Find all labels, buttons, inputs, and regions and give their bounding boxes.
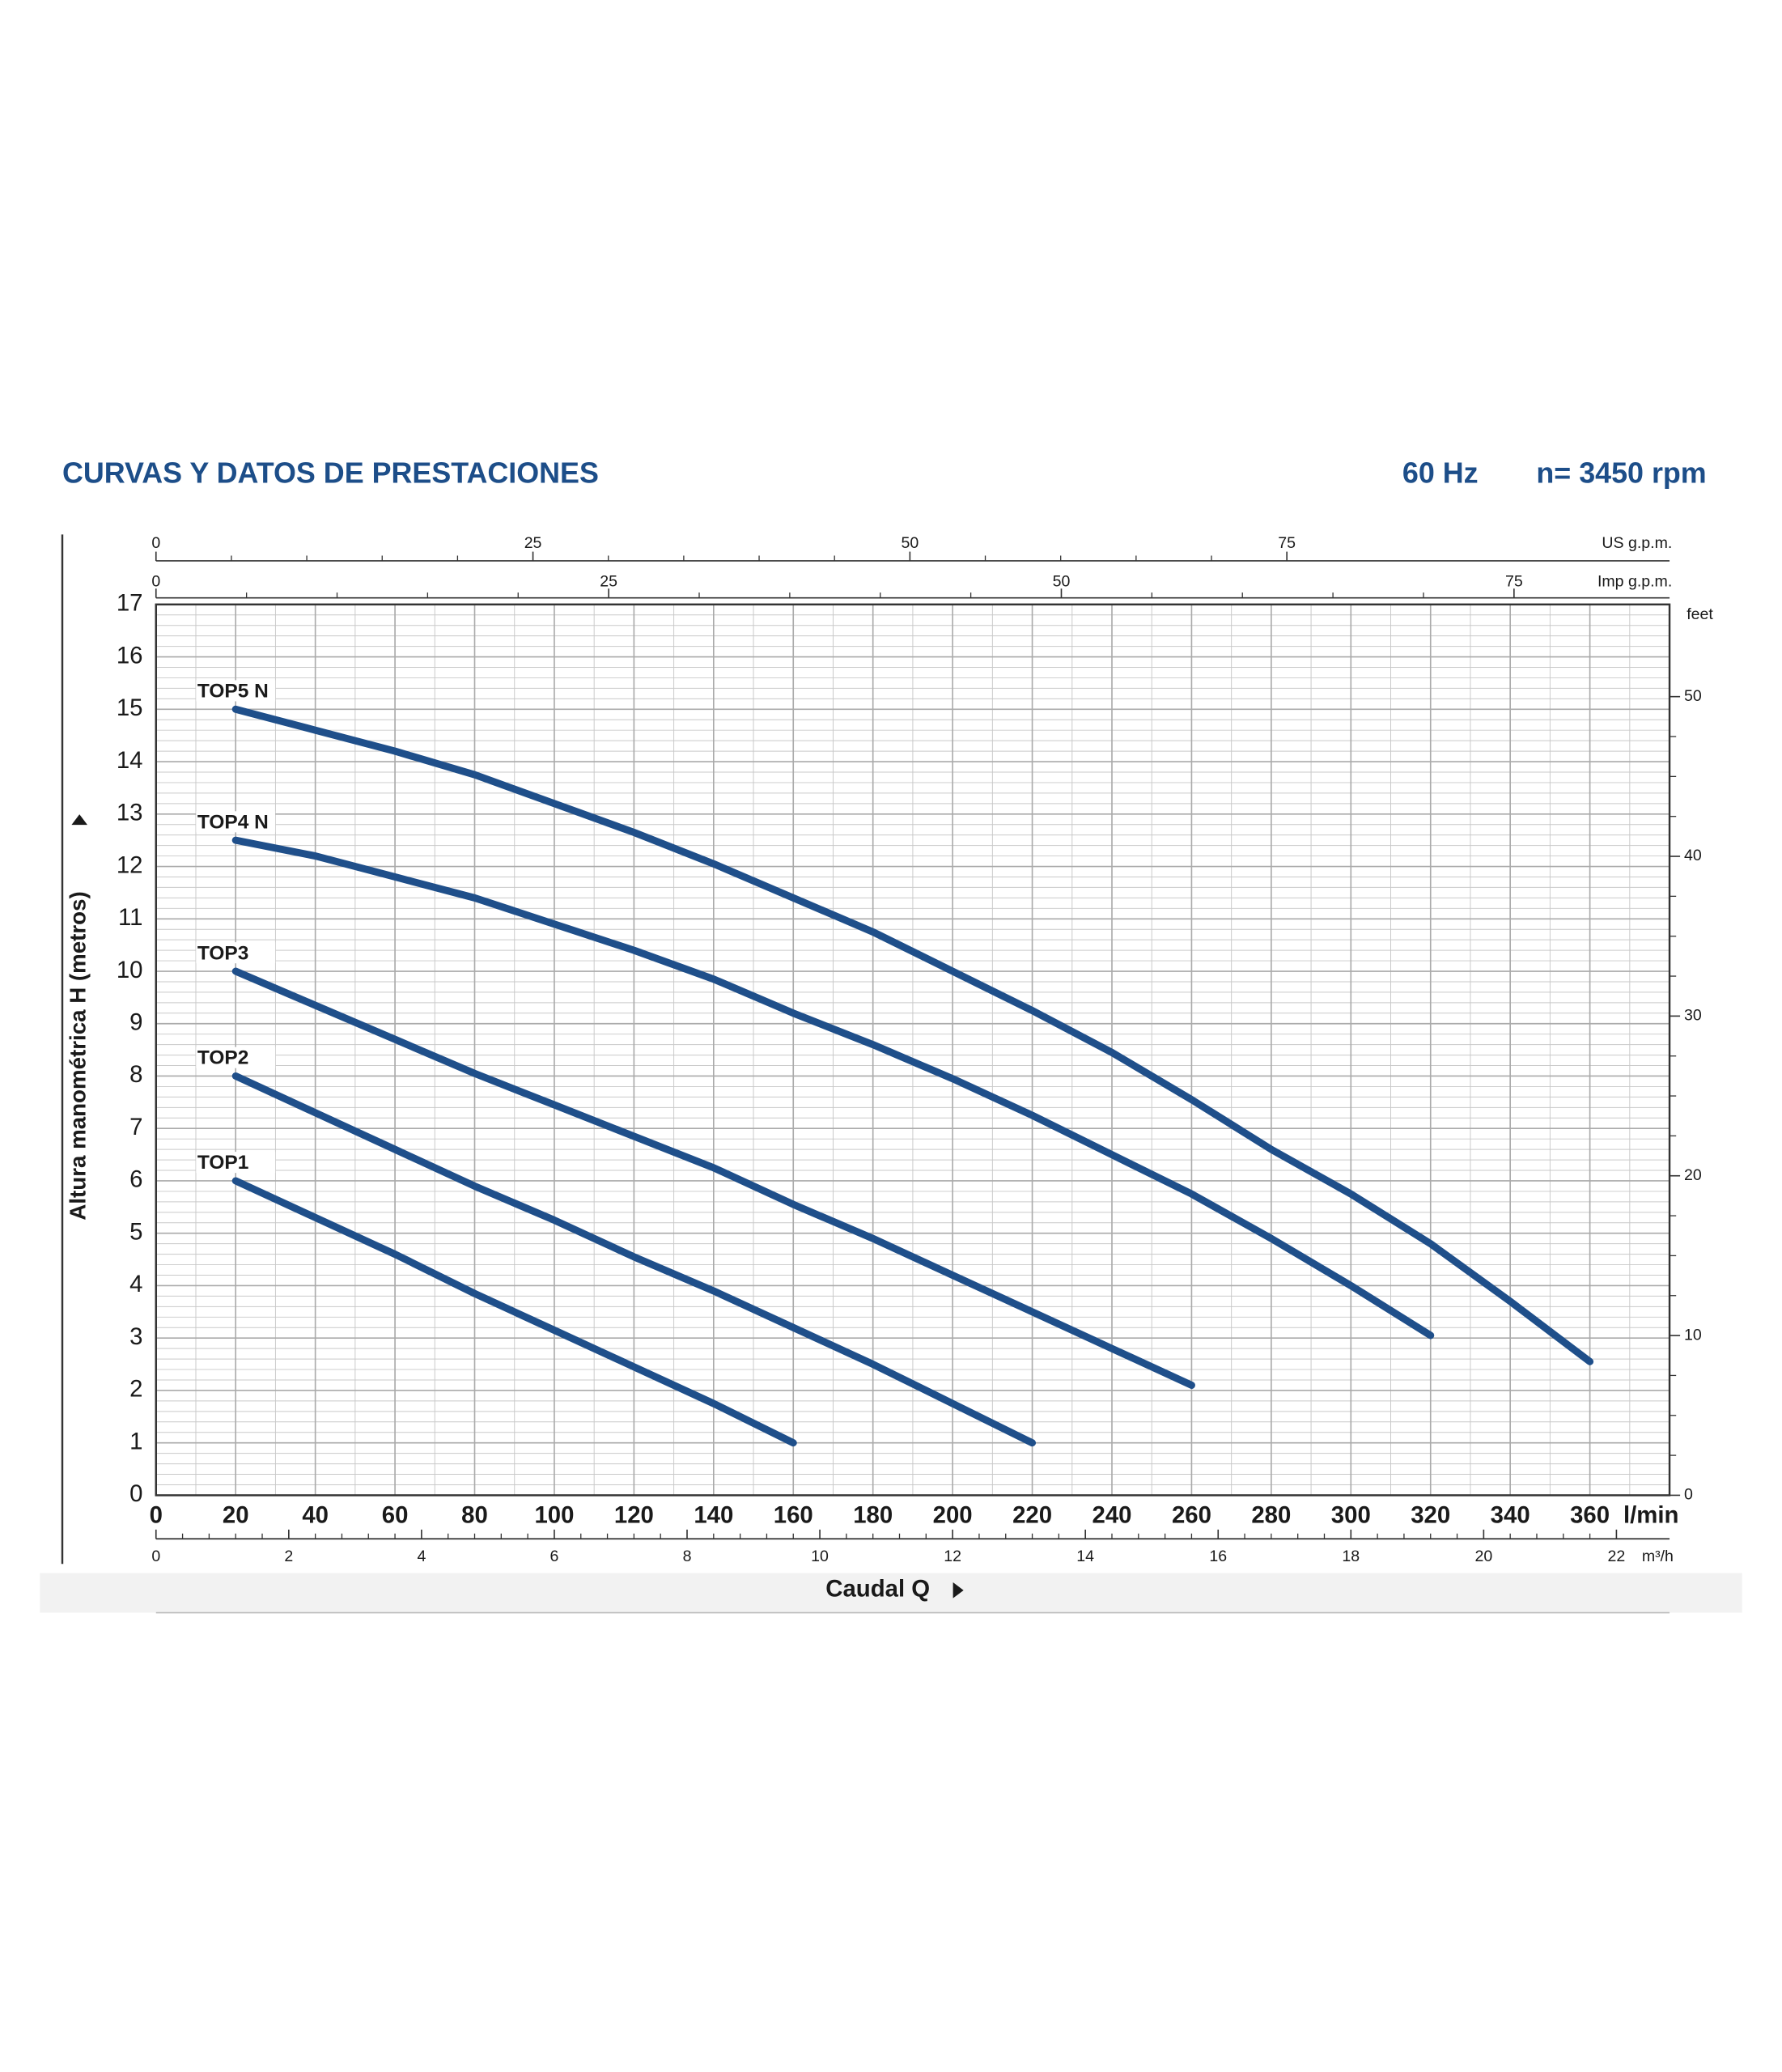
x-axis-label: Caudal Q — [825, 1576, 930, 1603]
axis-tick-label: 0 — [151, 572, 160, 590]
x-tick-label: 40 — [302, 1501, 329, 1528]
y-tick-label: 13 — [117, 800, 143, 826]
y2-tick-label: 30 — [1684, 1007, 1702, 1025]
x-tick-label: 20 — [223, 1501, 249, 1528]
axis-tick-label: 20 — [1474, 1548, 1492, 1565]
axis-tick-label: 25 — [600, 572, 617, 590]
y-tick-label: 7 — [129, 1114, 142, 1140]
y-arrow — [71, 814, 87, 826]
axis-tick-label: 12 — [944, 1548, 961, 1565]
bottom-band — [40, 1573, 1742, 1613]
x-tick-label: 200 — [933, 1501, 973, 1528]
y-tick-label: 6 — [129, 1166, 142, 1193]
y-tick-label: 1 — [129, 1428, 142, 1454]
series-label: TOP2 — [197, 1047, 248, 1069]
x-tick-label: 80 — [461, 1501, 488, 1528]
series-line — [231, 1072, 1037, 1447]
axis-tick-label: 4 — [417, 1548, 426, 1565]
axis-unit: US g.p.m. — [1602, 534, 1672, 552]
axis-tick-label: 22 — [1608, 1548, 1626, 1565]
x-unit: l/min — [1623, 1501, 1678, 1528]
axis-unit: Imp g.p.m. — [1597, 572, 1672, 590]
series-line — [231, 836, 1435, 1340]
series-label-bg — [196, 811, 276, 833]
series-label-bg — [196, 1047, 276, 1068]
series-line — [231, 705, 1594, 1365]
x-tick-label: 0 — [150, 1501, 163, 1528]
axis-tick-label: 0 — [151, 534, 160, 552]
y-tick-label: 5 — [129, 1218, 142, 1245]
y-tick-label: 16 — [117, 642, 143, 669]
axis-tick-label: 25 — [524, 534, 542, 552]
y-tick-label: 9 — [129, 1008, 142, 1035]
y-tick-label: 0 — [129, 1480, 142, 1507]
y2-tick-label: 0 — [1684, 1486, 1693, 1504]
x-tick-label: 360 — [1570, 1501, 1610, 1528]
frequency: 60 Hz — [1402, 456, 1479, 489]
series-label: TOP4 N — [197, 811, 269, 833]
axis-tick-label: 75 — [1505, 572, 1523, 590]
x-tick-label: 300 — [1331, 1501, 1371, 1528]
y2-tick-label: 50 — [1684, 687, 1702, 705]
x-tick-label: 120 — [614, 1501, 654, 1528]
x-arrow — [953, 1582, 964, 1599]
y-tick-label: 10 — [117, 957, 143, 983]
x-tick-label: 220 — [1012, 1501, 1052, 1528]
speed: n= 3450 rpm — [1536, 456, 1706, 489]
x-tick-label: 180 — [853, 1501, 893, 1528]
chart-title: CURVAS Y DATOS DE PRESTACIONES — [62, 456, 599, 489]
y-tick-label: 8 — [129, 1061, 142, 1088]
axis-tick-label: 10 — [811, 1548, 829, 1565]
x-tick-label: 60 — [382, 1501, 409, 1528]
y-tick-label: 15 — [117, 694, 143, 721]
y2-axis-label: feet — [1687, 605, 1713, 623]
y-tick-label: 12 — [117, 851, 143, 878]
y-tick-label: 17 — [117, 590, 143, 617]
series-line — [231, 967, 1195, 1389]
plot-frame — [155, 603, 1671, 1497]
x-tick-label: 320 — [1411, 1501, 1450, 1528]
x-tick-label: 100 — [534, 1501, 574, 1528]
y-tick-label: 2 — [129, 1376, 142, 1403]
y2-tick-label: 40 — [1684, 847, 1702, 864]
y-tick-label: 3 — [129, 1323, 142, 1350]
x-tick-label: 160 — [774, 1501, 813, 1528]
x-tick-label: 240 — [1093, 1501, 1132, 1528]
series-line — [231, 1177, 797, 1447]
axis-tick-label: 18 — [1342, 1548, 1360, 1565]
series-label-bg — [196, 680, 276, 702]
axis-tick-label: 75 — [1278, 534, 1296, 552]
axis-tick-label: 50 — [901, 534, 919, 552]
y-axis-label: Altura manométrica H (metros) — [66, 891, 91, 1220]
y-tick-label: 4 — [129, 1271, 142, 1297]
series-label-bg — [196, 1152, 276, 1174]
axis-tick-label: 8 — [683, 1548, 692, 1565]
x-tick-label: 260 — [1172, 1501, 1211, 1528]
series-label: TOP3 — [197, 942, 248, 964]
y-tick-label: 11 — [118, 904, 142, 931]
x-tick-label: 340 — [1491, 1501, 1530, 1528]
y-tick-label: 14 — [117, 747, 143, 774]
axis-tick-label: 6 — [550, 1548, 559, 1565]
y2-tick-label: 20 — [1684, 1166, 1702, 1184]
y2-tick-label: 10 — [1684, 1326, 1702, 1344]
x-tick-label: 140 — [694, 1501, 733, 1528]
series-label: TOP5 N — [197, 681, 269, 703]
axis-unit: m³/h — [1642, 1548, 1674, 1565]
series-label-bg — [196, 942, 276, 964]
axis-tick-label: 14 — [1076, 1548, 1094, 1565]
series-label: TOP1 — [197, 1152, 248, 1174]
axis-tick-label: 16 — [1209, 1548, 1227, 1565]
x-tick-label: 280 — [1251, 1501, 1291, 1528]
axis-tick-label: 2 — [284, 1548, 293, 1565]
axis-tick-label: 50 — [1053, 572, 1071, 590]
axis-tick-label: 0 — [151, 1548, 160, 1565]
